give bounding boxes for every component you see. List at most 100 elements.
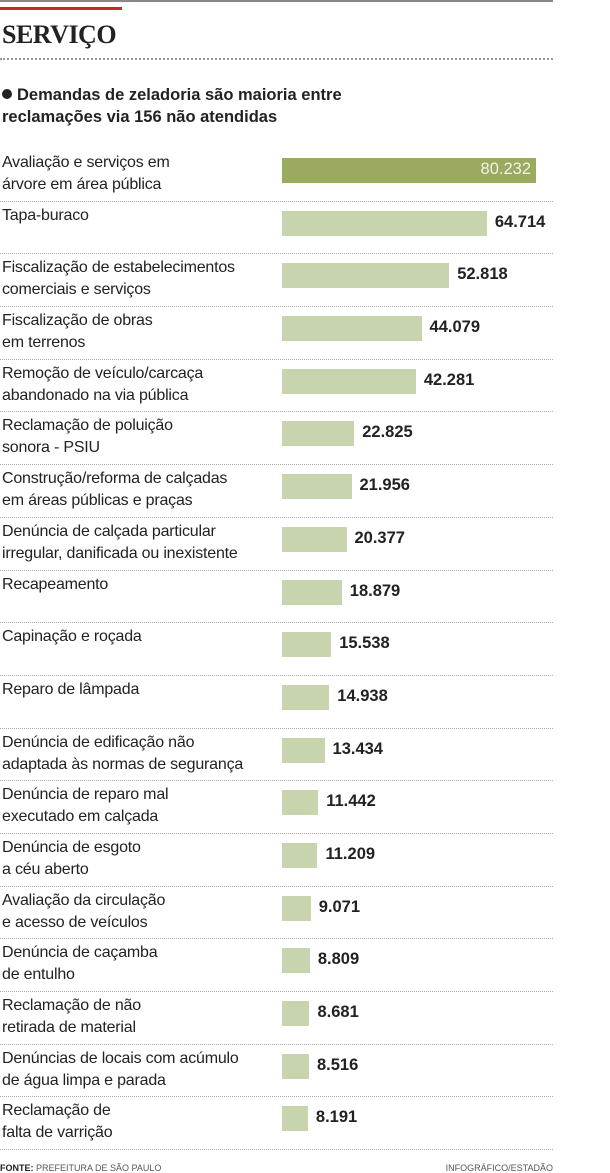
category-label-line: Reclamação de não (2, 997, 141, 1014)
row-divider (0, 306, 553, 308)
bar (282, 1106, 308, 1132)
category-label-line: a céu aberto (2, 860, 89, 878)
chart-row: Denúncia de caçamba de entulho 8.809 (0, 939, 553, 992)
source-note: FONTE: PREFEITURA DE SÃO PAULO (0, 1163, 161, 1173)
row-divider (0, 674, 553, 676)
category-label-line: de entulho (2, 966, 75, 984)
row-divider (0, 727, 553, 729)
category-label-line: Avaliação da circulação (2, 891, 166, 909)
category-label-line: sonora - PSIU (2, 439, 100, 457)
category-label-line: adaptada às normas de segurança (2, 755, 244, 773)
row-divider (0, 253, 553, 255)
bar (282, 1053, 309, 1079)
bar (282, 632, 332, 658)
bar (282, 948, 310, 974)
bar (282, 579, 342, 605)
category-label-line: Construção/reforma de calçadas (2, 470, 228, 488)
category-label: Construção/reforma de calçadas em áreas p… (2, 468, 227, 512)
category-label: Avaliação da circulação e acesso de veícu… (2, 890, 165, 934)
value-label: 21.956 (359, 476, 410, 495)
value-label: 8.191 (315, 1108, 358, 1127)
category-label-line: árvore em área pública (2, 176, 162, 193)
category-label-line: comerciais e serviços (2, 281, 151, 299)
section-accent-bar (0, 7, 122, 10)
chart-row: Fiscalização de obras em terrenos 44.079 (0, 307, 553, 360)
category-label-line: de água limpa e parada (2, 1071, 166, 1089)
row-divider (0, 1096, 553, 1098)
category-label: Denúncia de reparo mal executado em calça… (2, 784, 169, 828)
chart-title-line1: Demandas de zeladoria são maioria entre (17, 86, 342, 104)
chart-row: Denúncia de calçada particular irregular,… (0, 518, 553, 571)
value-label: 8.516 (316, 1055, 359, 1074)
category-label: Denúncia de edificação não adaptada às no… (2, 732, 243, 776)
category-label-line: em áreas públicas e praças (2, 492, 193, 510)
category-label: Reparo de lâmpada (2, 679, 139, 701)
chart-title: Demandas de zeladoria são maioria entre … (2, 84, 342, 128)
chart-row: Capinação e roçada 15.538 (0, 623, 553, 676)
category-label-line: Reclamação de poluição (2, 417, 173, 435)
bar (282, 421, 355, 447)
category-label: Fiscalização de estabelecimentos comercia… (2, 257, 235, 301)
category-label-line: retirada de material (2, 1019, 136, 1036)
value-label: 22.825 (362, 423, 413, 442)
category-label-line: Recapeamento (2, 575, 109, 593)
chart-row: Fiscalização de estabelecimentos comercia… (0, 254, 553, 308)
value-label: 80.232 (480, 160, 531, 178)
row-divider (0, 1149, 553, 1151)
value-label: 14.938 (337, 686, 388, 705)
value-label: 44.079 (429, 318, 480, 337)
chart-row: Reclamação de não retirada de material 8.6… (0, 992, 553, 1045)
chart-row: Reclamação de poluição sonora - PSIU 22.82… (0, 412, 553, 466)
category-label-line: Remoção de veículo/carcaça (2, 364, 204, 382)
bar (282, 895, 311, 921)
chart-row: Construção/reforma de calçadas em áreas p… (0, 465, 553, 518)
chart-row: Denúncia de reparo mal executado em calça… (0, 781, 553, 834)
category-label-line: Reparo de lâmpada (2, 680, 140, 698)
bar (282, 263, 450, 289)
value-label: 9.071 (318, 897, 360, 916)
category-label-line: Denúncias de locais com acúmulo (2, 1049, 239, 1067)
row-divider (0, 991, 553, 992)
category-label-line: Tapa-buraco (2, 206, 89, 224)
category-label: Denúncia de calçada particular irregular,… (2, 521, 238, 565)
category-label-line: abandonado na via pública (2, 386, 189, 404)
value-label: 18.879 (349, 581, 401, 600)
chart-row: Tapa-buraco 64.714 (0, 202, 553, 255)
bar (282, 158, 536, 183)
category-label-line: irregular, danificada ou inexistente (2, 544, 238, 562)
category-label: Reclamação de não retirada de material (2, 995, 141, 1039)
source-text: PREFEITURA DE SÃO PAULO (36, 1163, 162, 1173)
top-rule (0, 0, 553, 2)
category-label: Tapa-buraco (2, 205, 89, 227)
category-label: Denúncia de esgoto a céu aberto (2, 837, 141, 881)
bar (282, 526, 347, 552)
category-label-line: Denúncia de calçada particular (2, 522, 216, 540)
category-label-line: Denúncia de caçamba (2, 944, 158, 962)
chart-row: Remoção de veículo/carcaça abandonado na … (0, 360, 553, 413)
row-divider (0, 358, 553, 360)
source-label: FONTE: (0, 1163, 34, 1173)
bar (282, 210, 487, 236)
value-label: 42.281 (423, 370, 475, 389)
category-label-line: em terrenos (2, 334, 86, 352)
value-label: 8.681 (317, 1003, 359, 1021)
chart-row: Reclamação de falta de varrição 8.191 (0, 1097, 553, 1151)
row-divider (0, 200, 553, 202)
category-label: Remoção de veículo/carcaça abandonado na … (2, 363, 203, 407)
row-divider (0, 780, 553, 782)
value-label: 64.714 (494, 212, 546, 231)
bar (282, 790, 319, 816)
category-label-line: Denúncia de edificação não (2, 733, 195, 751)
category-label-line: falta de varrição (2, 1124, 113, 1142)
row-divider (0, 622, 553, 624)
category-label-line: executado em calçada (2, 808, 159, 826)
category-label-line: Denúncia de esgoto (2, 838, 141, 856)
bar (282, 474, 352, 500)
bar (282, 737, 325, 763)
chart-row: Denúncias de locais com acúmulo de água l… (0, 1045, 553, 1098)
category-label: Reclamação de falta de varrição (2, 1100, 113, 1144)
category-label: Recapeamento (2, 574, 108, 596)
row-divider (0, 516, 553, 518)
chart-row: Avaliação e serviços em árvore em área pú… (0, 149, 553, 202)
chart-row: Denúncia de edificação não adaptada às no… (0, 729, 553, 782)
